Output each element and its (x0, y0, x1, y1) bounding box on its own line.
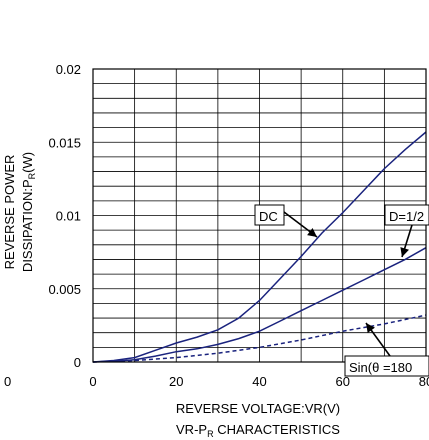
y-tick-label: 0.01 (56, 209, 81, 224)
series-line (92, 247, 427, 363)
arrow-head (400, 247, 409, 257)
y-tick-label: 0.015 (48, 135, 81, 150)
annotation-box (344, 355, 429, 377)
arrow-head (366, 323, 375, 333)
partial-left-tick-label: 0 (4, 374, 11, 389)
annotation-label: D=1/2 (389, 209, 424, 224)
y-axis-label-line1: REVERSE POWER (2, 155, 17, 270)
series-line (92, 131, 427, 363)
annotation-label: DC (259, 209, 278, 224)
x-tick-label: 80 (419, 374, 429, 389)
x-tick-label: 60 (336, 374, 350, 389)
annotation-box (384, 204, 429, 226)
annotations: DC D=1/2 Sin(θ =180 (254, 204, 429, 377)
annotation-box (254, 204, 285, 226)
x-tick-label: 40 (252, 374, 266, 389)
x-axis-label: REVERSE VOLTAGE:VR(V) (176, 401, 340, 416)
y-tick-label: 0 (74, 355, 81, 370)
tick-labels: 0 20 40 60 80 0 0.005 0.01 0.015 0.02 (48, 62, 429, 389)
chart-title: VR-PR CHARACTERISTICS (176, 422, 340, 439)
grid (93, 69, 426, 362)
y-tick-label: 0.005 (48, 282, 81, 297)
x-tick-label: 0 (89, 374, 96, 389)
y-tick-label: 0.02 (56, 62, 81, 77)
arrow-head (307, 227, 317, 237)
y-axis-label-line2: DISSIPATION:PR(W) (20, 152, 37, 272)
x-tick-label: 20 (169, 374, 183, 389)
annotation-label: Sin(θ =180 (349, 360, 412, 375)
